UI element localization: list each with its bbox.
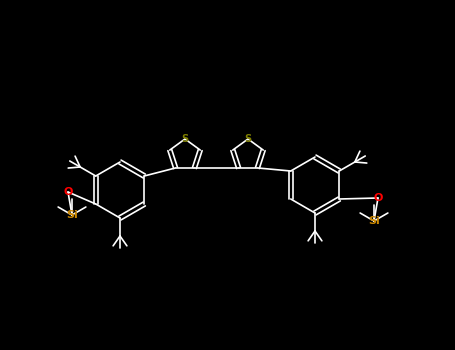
- Text: O: O: [63, 187, 73, 197]
- Text: Si: Si: [368, 216, 380, 226]
- Text: Si: Si: [66, 210, 78, 220]
- Text: S: S: [182, 134, 188, 144]
- Text: O: O: [373, 193, 383, 203]
- Text: S: S: [244, 134, 252, 144]
